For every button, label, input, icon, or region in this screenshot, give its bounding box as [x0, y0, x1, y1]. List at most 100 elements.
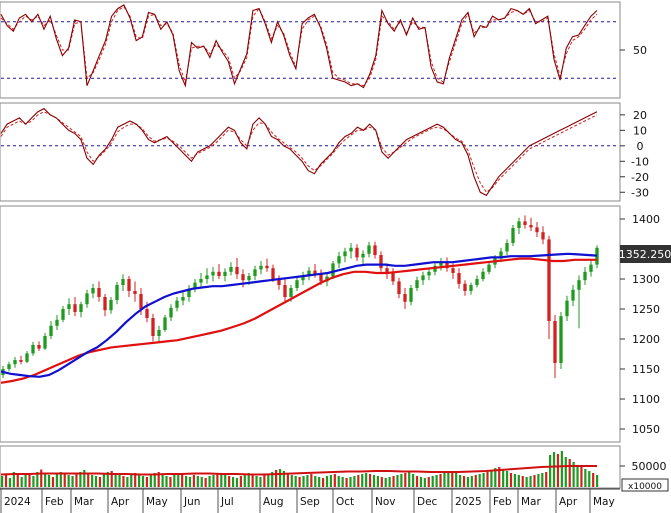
volume-bar-130	[509, 473, 513, 487]
volume-bar-43	[169, 477, 172, 487]
volume-bar-65	[255, 476, 258, 487]
volume-bar-7	[28, 474, 31, 487]
moving-average-long	[0, 257, 597, 384]
candle-body-80	[481, 271, 485, 279]
candle-body-56	[337, 256, 341, 264]
volume-bar-56	[220, 473, 223, 487]
volume-bar-30	[118, 475, 121, 487]
candle-body-27	[163, 317, 167, 330]
volume-bar-108	[423, 478, 426, 487]
volume-bar-62	[243, 474, 246, 487]
candle-body-7	[43, 336, 47, 349]
candle-76	[457, 268, 461, 289]
macd-tick-label-3: -10	[631, 155, 649, 168]
candle-1	[7, 361, 11, 372]
volume-bar-133	[521, 476, 524, 487]
volume-bar-23	[91, 475, 94, 487]
volume-bar-110	[431, 476, 434, 487]
volume-bar-92	[361, 474, 364, 487]
time-label-8: Sep	[300, 496, 320, 508]
candle-body-67	[403, 294, 407, 302]
candle-body-18	[109, 300, 113, 311]
volume-bar-27	[106, 472, 109, 487]
candle-body-21	[127, 279, 131, 291]
volume-bar-100	[392, 476, 395, 487]
last-price-label: 1352.250	[619, 248, 671, 261]
volume-bar-82	[321, 478, 325, 487]
candle-body-52	[313, 270, 317, 275]
candle-body-28	[169, 307, 173, 318]
time-label-14: Mar	[521, 496, 541, 508]
candle-body-70	[421, 275, 425, 281]
candle-88	[529, 217, 533, 231]
volume-unit-label: x10000	[628, 482, 662, 492]
volume-bar-118	[462, 476, 466, 487]
price-tick-label-2: 1300	[632, 273, 660, 286]
candle-35	[211, 267, 215, 282]
candle-body-60	[361, 253, 365, 258]
candle-78	[469, 282, 473, 295]
volume-average-line	[0, 465, 597, 476]
candle-body-3	[19, 360, 23, 362]
macd-signal-line	[0, 111, 598, 194]
time-axis: 2024 Feb Mar Apr May Jun Jul Aug Sep Oct Nov Dec 202…	[0, 488, 620, 513]
candle-body-77	[463, 283, 467, 291]
candle-body-53	[319, 274, 323, 282]
volume-bar-139	[545, 472, 548, 487]
volume-bar-91	[357, 475, 360, 487]
volume-bar-142	[556, 454, 560, 487]
volume-bar-87	[341, 477, 344, 487]
volume-bar-115	[451, 471, 454, 487]
candle-body-13	[79, 304, 83, 312]
candle-body-66	[397, 281, 401, 294]
time-label-11: Dec	[417, 496, 438, 508]
candle-27	[163, 315, 167, 332]
candle-body-26	[157, 330, 161, 336]
candle-47	[283, 279, 287, 302]
candle-28	[169, 304, 173, 321]
volume-bar-135	[529, 476, 532, 487]
volume-bar-46	[181, 473, 184, 487]
time-label-7: Aug	[263, 496, 284, 508]
candle-60	[361, 250, 365, 266]
candle-64	[385, 263, 389, 279]
volume-bar-8	[32, 476, 35, 487]
volume-bar-150	[588, 471, 591, 487]
candle-71	[427, 268, 431, 281]
candle-body-6	[37, 345, 41, 349]
candle-body-32	[193, 282, 197, 289]
volume-bar-140	[549, 455, 552, 487]
candle-body-98	[589, 264, 593, 272]
candle-90	[541, 226, 545, 245]
macd-tick-label-5: -30	[631, 186, 649, 199]
candle-10	[61, 306, 65, 323]
price-tick-label-4: 1200	[632, 333, 660, 346]
volume-bar-122	[478, 474, 481, 487]
volume-bar-1	[4, 474, 8, 487]
volume-bar-146	[572, 462, 575, 487]
candle-body-22	[133, 291, 137, 294]
moving-average-short	[0, 252, 598, 378]
volume-bar-28	[110, 471, 113, 487]
candle-body-35	[211, 271, 215, 276]
volume-bar-147	[576, 465, 579, 487]
volume-bar-95	[372, 475, 376, 487]
candle-29	[175, 297, 179, 312]
candle-body-30	[181, 297, 185, 301]
candle-99	[595, 245, 599, 269]
volume-bar-111	[435, 475, 438, 487]
candle-body-15	[91, 288, 95, 294]
volume-bar-76	[298, 477, 301, 487]
candle-80	[481, 268, 485, 282]
candle-body-46	[277, 279, 281, 285]
candle-25	[151, 313, 155, 342]
time-label-3: Apr	[111, 496, 130, 508]
stochastic-k-line	[0, 4, 598, 89]
candle-body-23	[139, 294, 143, 309]
volume-bar-88	[345, 478, 348, 487]
volume-bar-106	[415, 476, 419, 487]
time-label-6: Jul	[220, 496, 234, 508]
candle-63	[379, 251, 383, 272]
candle-body-61	[367, 245, 371, 254]
